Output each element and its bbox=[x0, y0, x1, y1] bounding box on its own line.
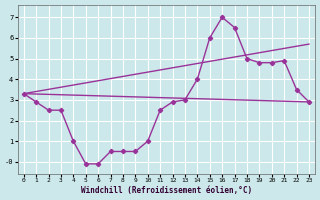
X-axis label: Windchill (Refroidissement éolien,°C): Windchill (Refroidissement éolien,°C) bbox=[81, 186, 252, 195]
